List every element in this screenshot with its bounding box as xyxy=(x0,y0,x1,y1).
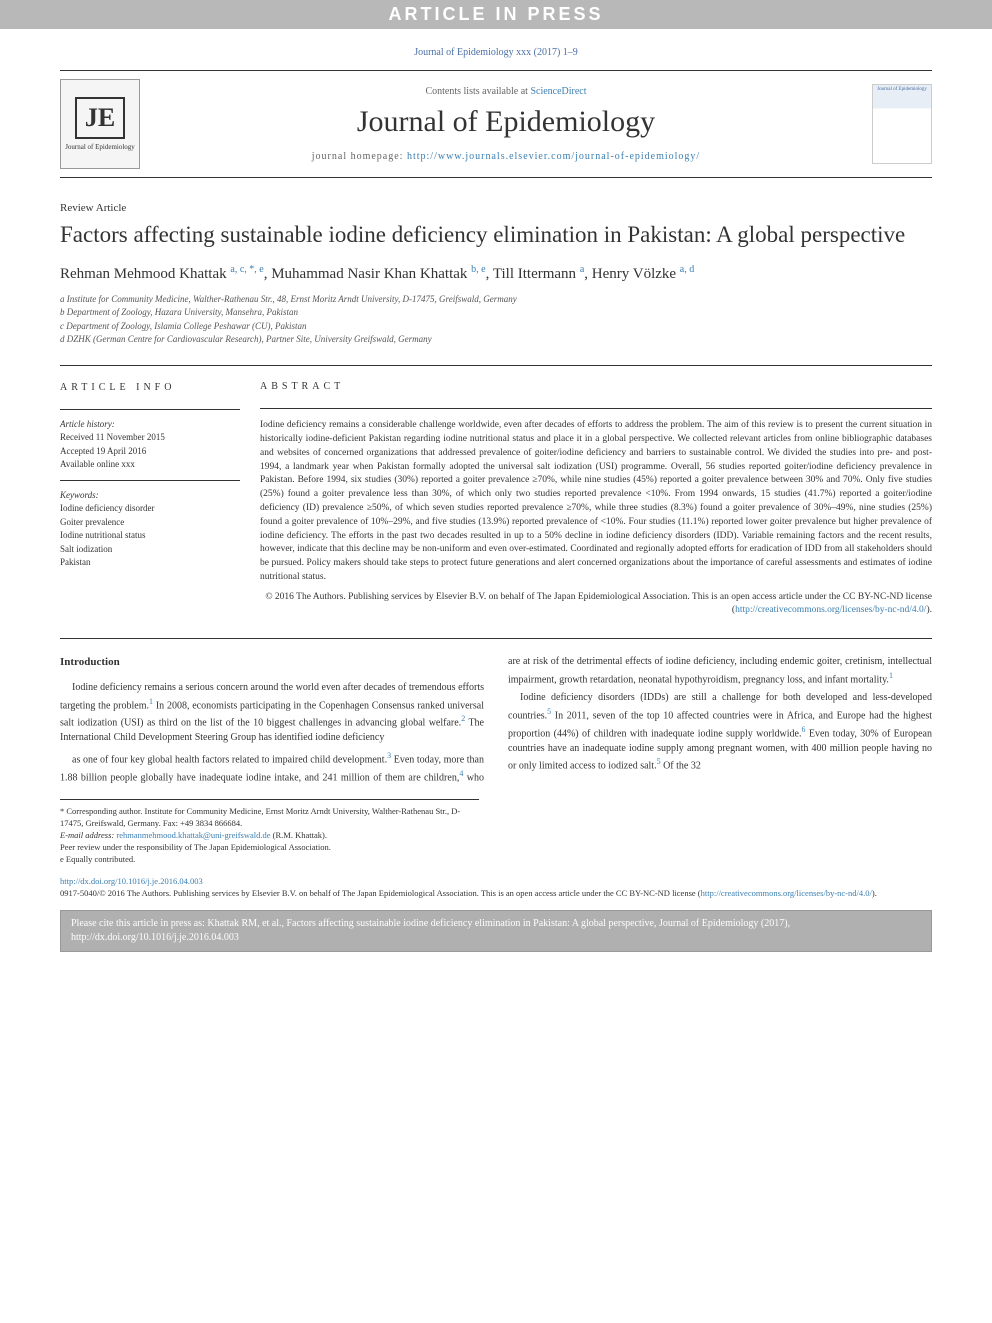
abstract-text: Iodine deficiency remains a considerable… xyxy=(260,419,932,584)
footnotes: * Corresponding author. Institute for Co… xyxy=(60,799,479,865)
info-rule xyxy=(60,409,240,410)
abstract-heading: ABSTRACT xyxy=(260,380,932,399)
homepage-url[interactable]: http://www.journals.elsevier.com/journal… xyxy=(407,151,700,162)
copyright-close: ). xyxy=(926,605,932,615)
author-email-link[interactable]: rehmanmehmood.khattak@uni-greifswald.de xyxy=(116,830,270,840)
introduction-heading: Introduction xyxy=(60,655,484,671)
equal-contribution-note: e Equally contributed. xyxy=(60,854,479,866)
article-info-column: ARTICLE INFO Article history: Received 1… xyxy=(60,380,260,618)
cc-license-link[interactable]: http://creativecommons.org/licenses/by-n… xyxy=(735,605,926,615)
homepage-prefix: journal homepage: xyxy=(312,151,407,162)
doi-block: http://dx.doi.org/10.1016/j.je.2016.04.0… xyxy=(60,876,932,900)
intro-para-3: Iodine deficiency disorders (IDDs) are s… xyxy=(508,691,932,773)
keyword-2: Iodine nutritional status xyxy=(60,529,240,543)
journal-name: Journal of Epidemiology xyxy=(160,105,852,139)
article-title: Factors affecting sustainable iodine def… xyxy=(60,220,932,250)
doi-close: ). xyxy=(872,888,877,898)
info-rule-2 xyxy=(60,480,240,481)
accepted-date: Accepted 19 April 2016 xyxy=(60,445,240,459)
keyword-1: Goiter prevalence xyxy=(60,516,240,530)
affiliation-a: a Institute for Community Medicine, Walt… xyxy=(60,293,932,307)
keyword-4: Pakistan xyxy=(60,556,240,570)
email-suffix: (R.M. Khattak). xyxy=(271,830,327,840)
journal-logo-left: JE Journal of Epidemiology xyxy=(60,79,140,169)
authors-line: Rehman Mehmood Khattak a, c, *, e, Muham… xyxy=(60,264,932,283)
homepage-line: journal homepage: http://www.journals.el… xyxy=(160,151,852,162)
doi-cc-link[interactable]: http://creativecommons.org/licenses/by-n… xyxy=(701,888,872,898)
available-date: Available online xxx xyxy=(60,458,240,472)
article-info-heading: ARTICLE INFO xyxy=(60,380,240,399)
abstract-rule xyxy=(260,408,932,409)
keyword-3: Salt iodization xyxy=(60,543,240,557)
page-wrap: Journal of Epidemiology xxx (2017) 1–9 J… xyxy=(0,29,992,972)
peer-review-note: Peer review under the responsibility of … xyxy=(60,842,479,854)
info-abstract-row: ARTICLE INFO Article history: Received 1… xyxy=(60,365,932,618)
affiliation-b: b Department of Zoology, Hazara Universi… xyxy=(60,306,932,320)
doi-link[interactable]: http://dx.doi.org/10.1016/j.je.2016.04.0… xyxy=(60,876,203,886)
article-type: Review Article xyxy=(60,202,932,214)
contents-prefix: Contents lists available at xyxy=(425,86,530,97)
received-date: Received 11 November 2015 xyxy=(60,431,240,445)
article-in-press-banner: ARTICLE IN PRESS xyxy=(0,0,992,29)
affiliation-d: d DZHK (German Centre for Cardiovascular… xyxy=(60,333,932,347)
citation-top: Journal of Epidemiology xxx (2017) 1–9 xyxy=(60,29,932,70)
doi-license-line: 0917-5040/© 2016 The Authors. Publishing… xyxy=(60,888,701,898)
sciencedirect-link[interactable]: ScienceDirect xyxy=(530,86,586,97)
affiliations: a Institute for Community Medicine, Walt… xyxy=(60,293,932,347)
history-title: Article history: xyxy=(60,418,240,432)
affiliation-c: c Department of Zoology, Islamia College… xyxy=(60,320,932,334)
cite-box: Please cite this article in press as: Kh… xyxy=(60,910,932,952)
body-rule xyxy=(60,638,932,639)
corresponding-author: * Corresponding author. Institute for Co… xyxy=(60,806,479,830)
logo-subtitle: Journal of Epidemiology xyxy=(65,143,135,151)
intro-para-1: Iodine deficiency remains a serious conc… xyxy=(60,681,484,746)
keyword-0: Iodine deficiency disorder xyxy=(60,502,240,516)
logo-je-text: JE xyxy=(75,97,125,139)
body-columns: Introduction Iodine deficiency remains a… xyxy=(60,655,932,785)
email-line: E-mail address: rehmanmehmood.khattak@un… xyxy=(60,830,479,842)
journal-cover-thumbnail: Journal of Epidemiology xyxy=(872,84,932,164)
contents-available-line: Contents lists available at ScienceDirec… xyxy=(160,86,852,97)
email-label: E-mail address: xyxy=(60,830,116,840)
journal-header: JE Journal of Epidemiology Contents list… xyxy=(60,70,932,178)
abstract-copyright: © 2016 The Authors. Publishing services … xyxy=(260,591,932,619)
abstract-column: ABSTRACT Iodine deficiency remains a con… xyxy=(260,380,932,618)
keywords-title: Keywords: xyxy=(60,489,240,503)
header-middle: Contents lists available at ScienceDirec… xyxy=(140,86,872,162)
citation-top-link[interactable]: Journal of Epidemiology xxx (2017) 1–9 xyxy=(414,47,578,58)
